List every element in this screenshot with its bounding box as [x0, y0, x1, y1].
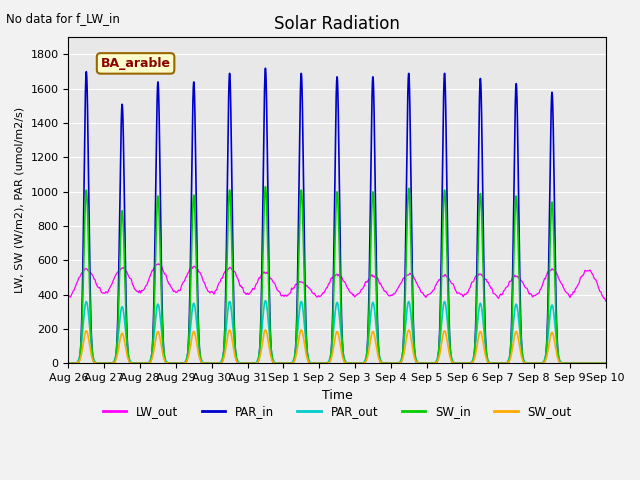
SW_out	[479, 342, 487, 348]
SW_out	[226, 327, 234, 333]
SW_out	[65, 360, 72, 366]
PAR_out	[232, 348, 239, 354]
Line: LW_out: LW_out	[68, 264, 605, 301]
PAR_in	[436, 325, 444, 331]
Y-axis label: LW, SW (W/m2), PAR (umol/m2/s): LW, SW (W/m2), PAR (umol/m2/s)	[15, 108, 25, 293]
PAR_out	[129, 360, 137, 366]
X-axis label: Time: Time	[322, 389, 353, 402]
PAR_in	[602, 360, 609, 366]
SW_out	[129, 360, 136, 366]
LW_out	[479, 274, 487, 280]
PAR_out	[602, 360, 609, 366]
Title: Solar Radiation: Solar Radiation	[274, 15, 400, 33]
LW_out	[436, 277, 444, 283]
PAR_out	[436, 340, 444, 346]
PAR_in	[232, 348, 239, 354]
Line: SW_out: SW_out	[68, 330, 605, 363]
SW_in	[129, 360, 137, 366]
SW_in	[436, 332, 444, 338]
PAR_in	[479, 245, 487, 251]
SW_in	[129, 360, 136, 366]
Line: PAR_in: PAR_in	[68, 68, 605, 363]
LW_out	[602, 298, 609, 304]
PAR_in	[129, 360, 137, 366]
SW_out	[99, 360, 106, 366]
PAR_in	[99, 360, 106, 366]
SW_out	[436, 351, 444, 357]
PAR_in	[65, 360, 72, 366]
PAR_out	[99, 360, 106, 366]
PAR_out	[479, 323, 487, 329]
SW_out	[129, 360, 137, 366]
SW_in	[602, 360, 609, 366]
SW_out	[602, 360, 609, 366]
SW_out	[232, 356, 239, 361]
SW_in	[99, 360, 106, 366]
Line: PAR_out: PAR_out	[68, 301, 605, 363]
SW_in	[262, 184, 269, 190]
LW_out	[65, 294, 72, 300]
PAR_out	[129, 360, 136, 366]
LW_out	[232, 270, 239, 276]
PAR_in	[129, 360, 136, 366]
Text: No data for f_LW_in: No data for f_LW_in	[6, 12, 120, 25]
PAR_in	[262, 65, 269, 71]
SW_in	[65, 360, 72, 366]
LW_out	[129, 281, 136, 287]
SW_in	[232, 349, 239, 355]
LW_out	[99, 290, 106, 296]
LW_out	[129, 282, 137, 288]
PAR_out	[65, 360, 72, 366]
Line: SW_in: SW_in	[68, 187, 605, 363]
Text: BA_arable: BA_arable	[100, 57, 171, 70]
SW_in	[479, 283, 487, 288]
PAR_out	[262, 298, 269, 304]
Legend: LW_out, PAR_in, PAR_out, SW_in, SW_out: LW_out, PAR_in, PAR_out, SW_in, SW_out	[98, 400, 576, 423]
LW_out	[155, 261, 163, 266]
